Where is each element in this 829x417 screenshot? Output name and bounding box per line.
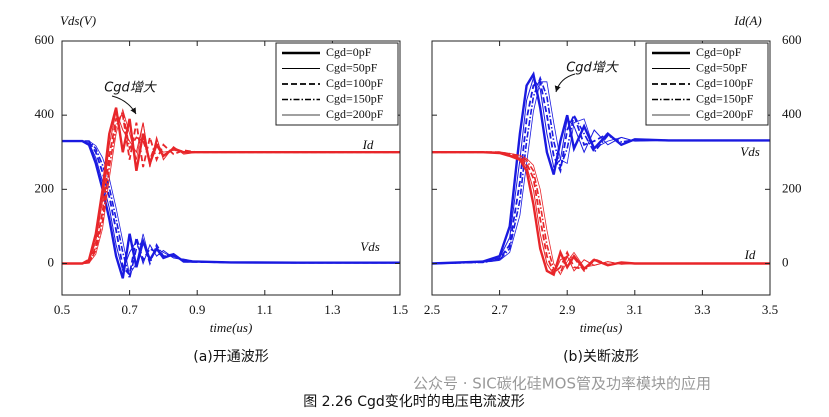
id-line bbox=[432, 151, 770, 274]
legend-label: Cgd=150pF bbox=[696, 91, 754, 105]
legend-label: Cgd=200pF bbox=[696, 107, 754, 121]
plot-frame bbox=[61, 40, 401, 296]
x-tick-label: 1.1 bbox=[257, 302, 273, 317]
x-tick-label: 2.7 bbox=[491, 302, 508, 317]
plot-lines bbox=[62, 107, 400, 279]
y-axis-label: Id(A) bbox=[733, 13, 761, 28]
x-tick-label: 3.5 bbox=[762, 302, 778, 317]
annotation-arrow bbox=[554, 73, 576, 93]
figure-caption: 图 2.26 Cgd变化时的电压电流波形 bbox=[303, 394, 525, 410]
annotation: Vds bbox=[740, 144, 760, 159]
x-tick-label: 0.9 bbox=[189, 302, 205, 317]
annotation: Cgd增大 bbox=[566, 61, 620, 76]
y-tick-label: 200 bbox=[782, 180, 802, 195]
vds-line bbox=[432, 75, 770, 265]
id-line bbox=[432, 151, 770, 276]
y-tick-label: 400 bbox=[782, 106, 802, 121]
annotation: Id bbox=[362, 137, 374, 152]
x-tick-label: 2.9 bbox=[559, 302, 575, 317]
y-tick-label: 200 bbox=[35, 180, 55, 195]
x-tick-label: 0.5 bbox=[54, 302, 70, 317]
annotation: Vds bbox=[360, 239, 380, 254]
x-tick-label: 0.7 bbox=[121, 302, 138, 317]
vds-line bbox=[432, 81, 770, 264]
legend-label: Cgd=0pF bbox=[696, 45, 742, 59]
id-line bbox=[62, 108, 400, 264]
legend-label: Cgd=0pF bbox=[326, 45, 372, 59]
plot-lines bbox=[432, 71, 770, 277]
legend-label: Cgd=100pF bbox=[696, 76, 754, 90]
annotation-arrow bbox=[111, 95, 137, 115]
y-tick-label: 400 bbox=[35, 106, 55, 121]
y-tick-label: 0 bbox=[782, 254, 789, 269]
legend-label: Cgd=150pF bbox=[326, 91, 384, 105]
x-axis-label: time(us) bbox=[210, 320, 253, 335]
id-line bbox=[432, 151, 770, 277]
vds-line bbox=[432, 80, 770, 265]
y-tick-label: 600 bbox=[782, 32, 802, 47]
x-tick-label: 1.5 bbox=[392, 302, 408, 317]
vds-line bbox=[62, 140, 400, 276]
chart-caption: (b)关断波形 bbox=[563, 349, 639, 365]
plot-frame bbox=[431, 40, 771, 296]
vds-line bbox=[62, 140, 400, 277]
y-axis-label: Vds(V) bbox=[60, 13, 96, 28]
id-line bbox=[432, 151, 770, 275]
vds-line bbox=[432, 71, 770, 265]
x-tick-label: 3.1 bbox=[627, 302, 643, 317]
id-line bbox=[432, 151, 770, 276]
id-line bbox=[62, 108, 400, 265]
y-tick-label: 0 bbox=[48, 254, 55, 269]
x-tick-label: 1.3 bbox=[324, 302, 340, 317]
annotation: Id bbox=[744, 247, 756, 262]
legend-label: Cgd=200pF bbox=[326, 107, 384, 121]
legend-label: Cgd=100pF bbox=[326, 76, 384, 90]
x-tick-label: 2.5 bbox=[424, 302, 440, 317]
legend-label: Cgd=50pF bbox=[696, 60, 748, 74]
chart-caption: (a)开通波形 bbox=[193, 349, 269, 365]
y-tick-label: 600 bbox=[35, 32, 55, 47]
x-tick-label: 3.3 bbox=[694, 302, 710, 317]
annotation: Cgd增大 bbox=[104, 81, 158, 96]
x-axis-label: time(us) bbox=[580, 320, 623, 335]
legend-label: Cgd=50pF bbox=[326, 60, 378, 74]
watermark: 公众号 · SIC碳化硅MOS管及功率模块的应用 bbox=[413, 375, 711, 393]
